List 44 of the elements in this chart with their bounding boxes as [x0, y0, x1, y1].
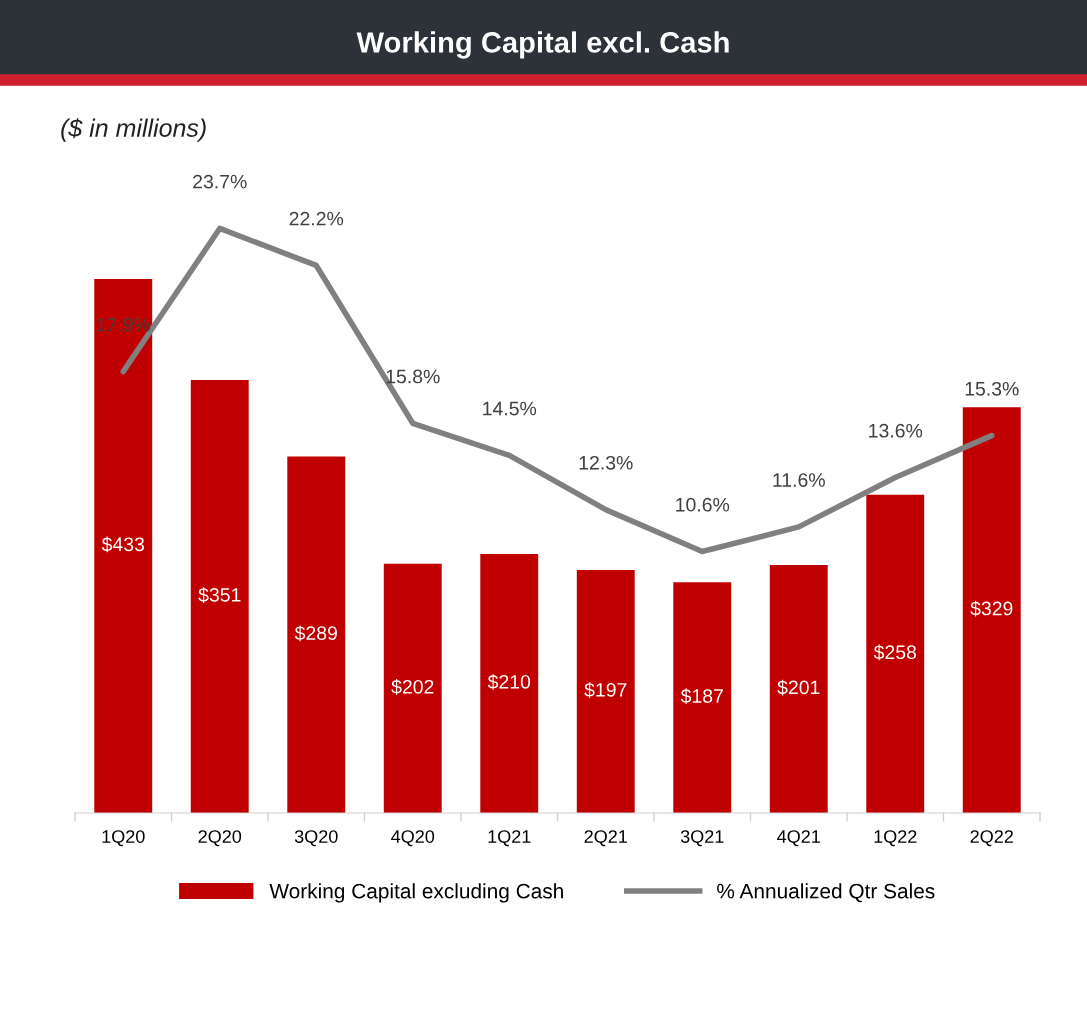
- data-label: $187: [680, 688, 723, 705]
- data-label: 17.9%: [97, 317, 151, 332]
- data-label: $201: [777, 679, 820, 696]
- data-label: 10.6%: [676, 497, 730, 512]
- x-tick-label: 1Q21: [488, 830, 531, 847]
- chart-title: Working Capital excl. Cash: [356, 31, 729, 59]
- x-tick-label: 1Q22: [874, 830, 917, 847]
- data-label: $289: [294, 625, 337, 642]
- data-label: $210: [487, 674, 531, 690]
- bar: [576, 570, 635, 813]
- x-tick-label: 4Q21: [777, 830, 820, 847]
- x-tick-label: 2Q21: [584, 830, 627, 847]
- data-label: 23.7%: [193, 174, 247, 189]
- data-label: 15.3%: [965, 381, 1019, 396]
- data-label: 22.2%: [289, 211, 344, 226]
- data-label: 11.6%: [773, 473, 825, 487]
- data-label: $202: [391, 679, 434, 695]
- x-tick-label: 3Q21: [680, 830, 724, 847]
- data-label: 13.6%: [869, 423, 923, 438]
- x-tick-label: 3Q20: [294, 830, 338, 847]
- data-label: $433: [101, 536, 145, 553]
- bar: [866, 494, 925, 813]
- bar: [480, 553, 539, 813]
- bar: [962, 407, 1021, 813]
- data-label: 12.3%: [579, 455, 633, 470]
- x-tick-label: 4Q20: [391, 830, 435, 847]
- bar: [383, 563, 442, 813]
- chart-subtitle: ($ in millions): [61, 118, 206, 142]
- data-label: $197: [584, 682, 627, 698]
- x-tick-label: 2Q20: [198, 830, 242, 847]
- legend-label: % Annualized Qtr Sales: [717, 883, 935, 903]
- data-label: 14.5%: [483, 401, 537, 416]
- bar: [673, 582, 732, 813]
- x-tick-label: 2Q22: [970, 830, 1013, 847]
- data-label: 15.8%: [386, 369, 440, 384]
- data-label: $258: [873, 644, 917, 661]
- x-tick-label: 1Q20: [102, 830, 145, 847]
- bar: [190, 380, 249, 813]
- legend-label: Working Capital excluding Cash: [269, 883, 563, 903]
- bar: [287, 456, 346, 813]
- data-label: $351: [198, 587, 241, 603]
- bar: [94, 278, 153, 813]
- bar: [769, 565, 828, 813]
- data-label: $329: [970, 600, 1013, 617]
